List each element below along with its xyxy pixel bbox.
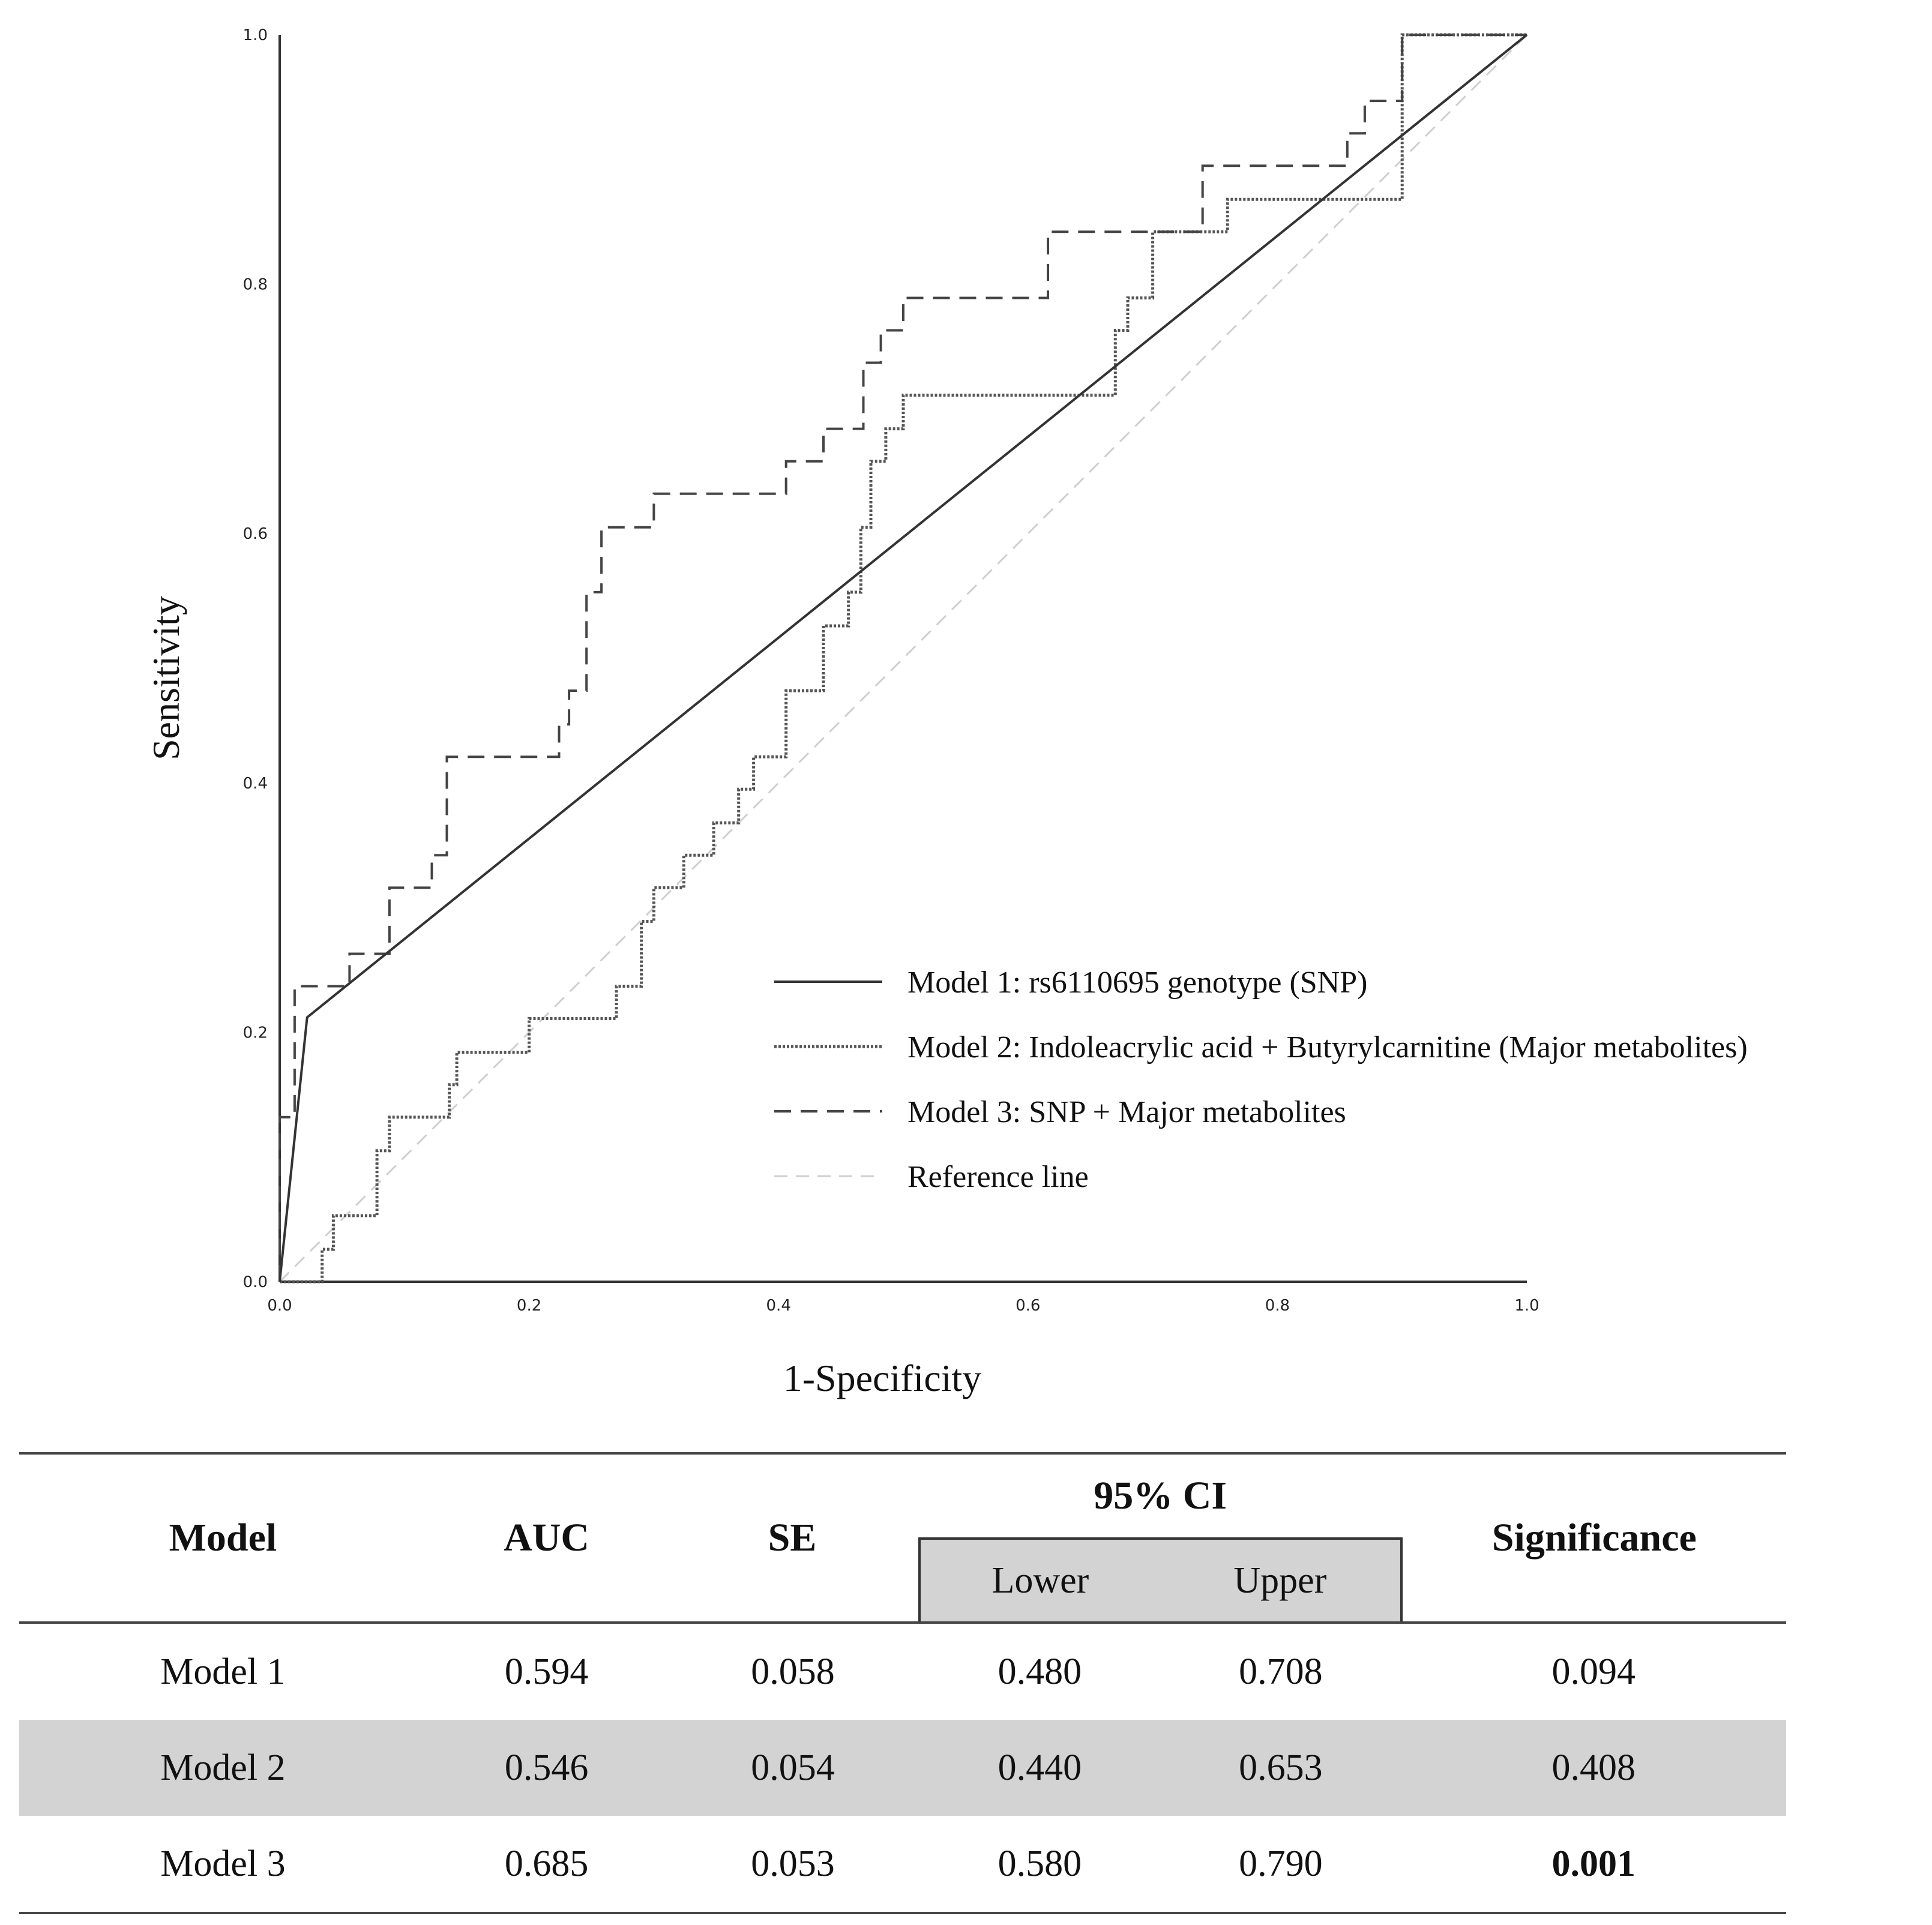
table-row: Model 2 0.546 0.054 0.440 0.653 0.408 xyxy=(19,1720,1786,1816)
table-subheader-row: Lower Upper xyxy=(19,1537,1786,1624)
series-layer xyxy=(278,33,1528,1284)
cell-auc: 0.546 xyxy=(426,1720,667,1816)
x-tick-label: 0.8 xyxy=(1265,1297,1290,1315)
y-tick-label: 0.6 xyxy=(243,525,268,543)
x-tick-label: 0.0 xyxy=(267,1297,292,1315)
header-lower: Lower xyxy=(918,1537,1161,1624)
cell-model: Model 3 xyxy=(19,1816,427,1914)
header-se: SE xyxy=(666,1452,919,1624)
reference-line xyxy=(278,34,1528,1283)
cell-upper: 0.790 xyxy=(1160,1816,1401,1914)
cell-lower: 0.580 xyxy=(919,1816,1161,1914)
table-header-row: Model AUC SE 95% CI Significance xyxy=(19,1452,1786,1624)
legend-item-model-2: Model 2: Indoleacrylic acid + Butyrylcar… xyxy=(774,1030,1748,1065)
x-tick-label: 0.4 xyxy=(766,1297,791,1315)
header-upper: Upper xyxy=(1160,1537,1403,1624)
series-model-2-line xyxy=(280,33,1527,1284)
legend-item-model-1: Model 1: rs6110695 genotype (SNP) xyxy=(774,966,1367,1000)
cell-significance: 0.408 xyxy=(1401,1720,1786,1816)
legend-item-model-3: Model 3: SNP + Major metabolites xyxy=(774,1095,1346,1129)
legend-label: Model 1: rs6110695 genotype (SNP) xyxy=(907,966,1367,1000)
series-model-1-line xyxy=(278,34,1528,1282)
table-row: Model 1 0.594 0.058 0.480 0.708 0.094 xyxy=(19,1623,1786,1720)
y-tick-label: 0.4 xyxy=(243,775,268,793)
header-95-ci: 95% CI xyxy=(919,1452,1401,1539)
cell-significance: 0.094 xyxy=(1551,1651,1636,1692)
header-auc: AUC xyxy=(426,1452,667,1624)
axes xyxy=(278,35,1527,1283)
legend: Model 1: rs6110695 genotype (SNP) Model 2… xyxy=(774,966,1748,1194)
cell-lower: 0.440 xyxy=(919,1720,1161,1816)
x-axis-title: 1-Specificity xyxy=(783,1357,982,1399)
tick-labels: 0.0 0.2 0.4 0.6 0.8 1.0 0.0 0.2 0.4 0.6 0.8 1.0 xyxy=(243,26,1539,1315)
series-model-3-line xyxy=(278,34,1527,1282)
cell-auc: 0.685 xyxy=(426,1816,667,1914)
legend-label: Model 3: SNP + Major metabolites xyxy=(907,1095,1346,1129)
legend-label: Reference line xyxy=(907,1160,1089,1194)
roc-chart: 0.0 0.2 0.4 0.6 0.8 1.0 0.0 0.2 0.4 0.6 0.8 1.0 Sen… xyxy=(145,26,1748,1399)
cell-upper: 0.708 xyxy=(1239,1651,1323,1692)
y-axis-title: Sensitivity xyxy=(145,596,187,760)
auc-table: Model AUC SE 95% CI Significance Lower U… xyxy=(19,1452,1786,1914)
cell-significance: 0.001 xyxy=(1401,1816,1786,1914)
cell-model: Model 2 xyxy=(19,1720,427,1816)
cell-auc: 0.594 xyxy=(504,1651,589,1692)
header-model: Model xyxy=(19,1452,427,1624)
cell-lower: 0.480 xyxy=(998,1651,1082,1692)
table-row: Model 3 0.685 0.053 0.580 0.790 0.001 xyxy=(19,1816,1786,1914)
cell-se: 0.054 xyxy=(666,1720,919,1816)
legend-item-reference: Reference line xyxy=(774,1160,1089,1194)
header-significance: Significance xyxy=(1401,1452,1786,1624)
y-tick-label: 0.0 xyxy=(243,1273,268,1291)
x-tick-label: 0.2 xyxy=(517,1297,541,1315)
cell-model: Model 1 xyxy=(160,1651,286,1692)
cell-se: 0.053 xyxy=(666,1816,919,1914)
cell-upper: 0.653 xyxy=(1160,1720,1401,1816)
y-tick-label: 0.8 xyxy=(243,276,268,294)
y-tick-label: 1.0 xyxy=(243,26,268,44)
x-tick-label: 1.0 xyxy=(1514,1297,1539,1315)
x-tick-label: 0.6 xyxy=(1016,1297,1040,1315)
legend-label: Model 2: Indoleacrylic acid + Butyrylcar… xyxy=(907,1030,1748,1065)
cell-se: 0.058 xyxy=(751,1651,835,1692)
y-tick-label: 0.2 xyxy=(243,1024,268,1042)
